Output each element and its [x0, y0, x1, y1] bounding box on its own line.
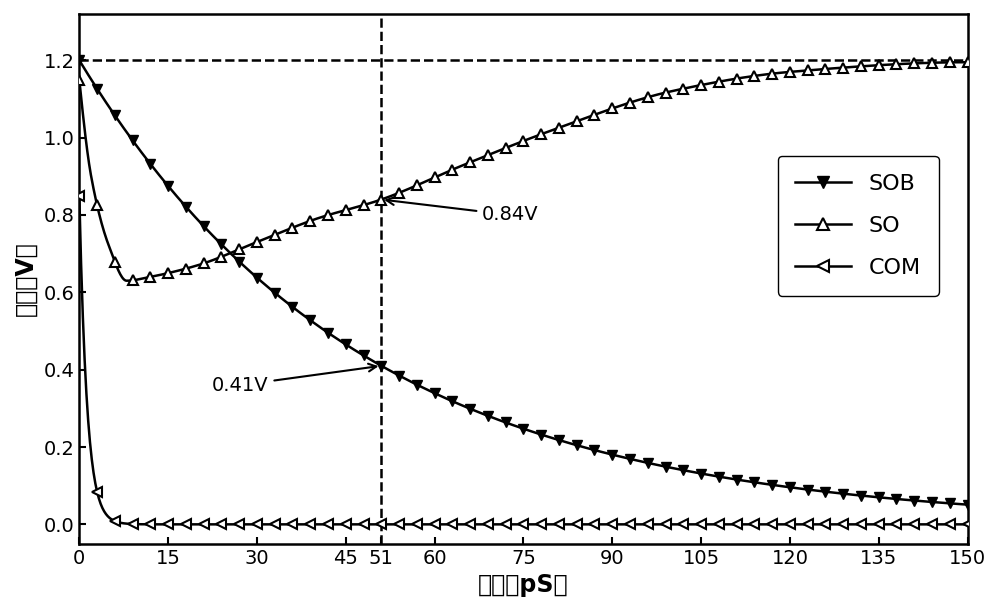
Legend: SOB, SO, COM: SOB, SO, COM — [778, 156, 939, 296]
Text: 0.41V: 0.41V — [212, 364, 376, 395]
Y-axis label: 电压（V）: 电压（V） — [14, 241, 38, 316]
Text: 0.84V: 0.84V — [386, 197, 539, 224]
X-axis label: 时间（pS）: 时间（pS） — [478, 573, 569, 597]
